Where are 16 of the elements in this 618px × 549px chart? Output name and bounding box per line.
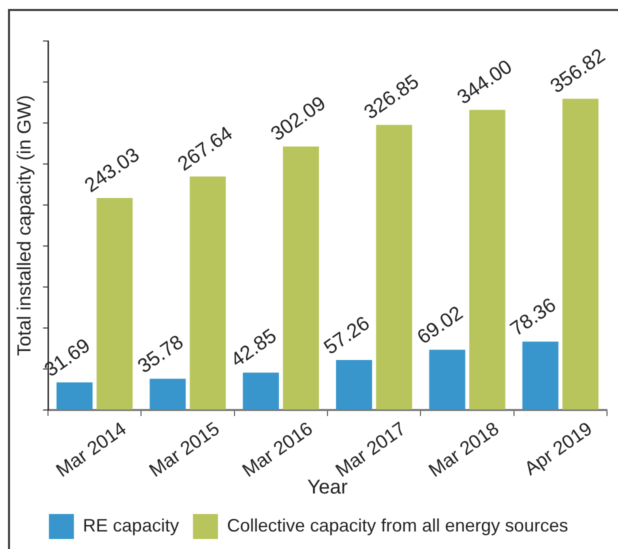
x-axis-title: Year	[307, 476, 348, 499]
bar	[56, 382, 93, 410]
bar	[282, 146, 319, 410]
bar	[150, 378, 186, 410]
legend-label: RE capacity	[82, 515, 179, 536]
bar	[562, 98, 598, 410]
y-axis-title: Total installed capacity (in GW)	[14, 95, 36, 356]
bar	[96, 198, 133, 410]
bar	[522, 342, 558, 410]
bar	[190, 176, 226, 410]
bar	[376, 124, 412, 410]
bar	[336, 360, 372, 410]
bar	[242, 372, 279, 410]
bar	[469, 110, 506, 410]
bar	[429, 350, 466, 410]
legend-label: Collective capacity from all energy sources	[226, 515, 568, 536]
